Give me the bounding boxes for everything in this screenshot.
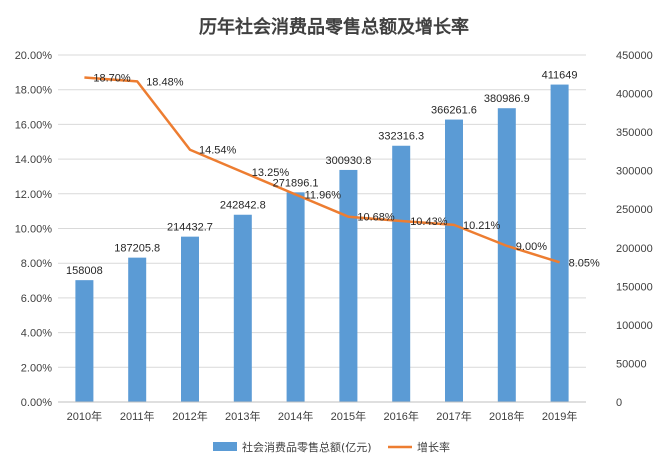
y-right-tick-label: 250000 xyxy=(616,204,653,216)
y-left-tick-label: 14.00% xyxy=(15,154,53,166)
x-tick-label: 2019年 xyxy=(542,409,577,423)
line-series xyxy=(84,76,560,264)
y-left-tick-label: 12.00% xyxy=(15,189,53,201)
y-right-tick-label: 400000 xyxy=(616,89,653,101)
chart-title: 历年社会消费品零售总额及增长率 xyxy=(199,16,469,38)
line-data-label: 18.70% xyxy=(93,73,131,85)
y-left-tick-label: 10.00% xyxy=(15,224,53,236)
y-right-tick-label: 100000 xyxy=(616,320,653,332)
bar-data-label: 187205.8 xyxy=(114,243,160,255)
y-right-tick-label: 450000 xyxy=(616,50,653,62)
bar-data-label: 214432.7 xyxy=(167,222,213,234)
y-left-tick-label: 4.00% xyxy=(21,328,52,340)
bar-data-label: 411649 xyxy=(542,70,578,82)
legend-swatch-bar xyxy=(213,442,237,451)
x-tick-label: 2013年 xyxy=(225,409,260,423)
line-data-label: 9.00% xyxy=(516,241,547,253)
bar-data-label: 300930.8 xyxy=(325,155,371,167)
y-right-tick-label: 350000 xyxy=(616,127,653,139)
y-left-tick-label: 16.00% xyxy=(15,119,53,131)
line-data-label: 10.21% xyxy=(463,220,501,232)
line-data-label: 13.25% xyxy=(252,167,290,179)
y-right-tick-label: 50000 xyxy=(616,358,647,370)
legend: 社会消费品零售总额(亿元) 增长率 xyxy=(213,440,450,454)
x-tick-label: 2010年 xyxy=(67,409,102,423)
bar xyxy=(445,119,463,403)
x-tick-label: 2011年 xyxy=(120,409,155,423)
bar-data-label: 332316.3 xyxy=(378,131,424,143)
bar xyxy=(75,280,94,402)
legend-label-bar: 社会消费品零售总额(亿元) xyxy=(242,440,372,454)
growth-rate-line xyxy=(84,76,560,264)
bar xyxy=(181,236,199,402)
y-left-tick-label: 20.00% xyxy=(15,50,53,62)
legend-label-line: 增长率 xyxy=(417,440,450,454)
y-left-tick-label: 6.00% xyxy=(21,293,52,305)
bar-data-label: 158008 xyxy=(66,265,103,277)
line-data-label: 8.05% xyxy=(569,257,600,269)
y-right-tick-label: 200000 xyxy=(616,243,653,255)
bar-data-label: 380986.9 xyxy=(484,93,530,105)
y-left-tick-label: 2.00% xyxy=(21,362,52,374)
bar xyxy=(128,257,147,402)
bar-data-label: 242842.8 xyxy=(220,200,266,212)
bar-series xyxy=(75,84,569,403)
y-left-tick-label: 0.00% xyxy=(21,397,52,409)
y-right-tick-label: 150000 xyxy=(616,281,653,293)
line-data-label: 10.68% xyxy=(357,212,395,224)
bar-data-label: 366261.6 xyxy=(431,105,477,117)
y-left-tick-label: 8.00% xyxy=(21,258,52,270)
bar xyxy=(339,169,358,402)
x-tick-label: 2012年 xyxy=(172,409,207,423)
x-tick-label: 2017年 xyxy=(436,409,471,423)
x-tick-label: 2014年 xyxy=(278,409,313,423)
bar xyxy=(286,192,305,402)
axes: 0.00% 2.00% 4.00% 6.00% 8.00% 10.00% 12.00% 14.… xyxy=(15,50,653,423)
x-tick-label: 2016年 xyxy=(383,409,418,423)
bar-data-label: 271896.1 xyxy=(273,177,319,189)
y-right-tick-label: 0 xyxy=(616,397,622,409)
line-data-label: 18.48% xyxy=(146,76,184,88)
bar xyxy=(392,145,411,403)
data-labels: 158008 187205.8 214432.7 242842.8 271896.1 30… xyxy=(66,70,600,278)
line-data-label: 14.54% xyxy=(199,145,237,157)
y-right-tick-label: 300000 xyxy=(616,166,653,178)
line-data-label: 11.96% xyxy=(305,189,342,201)
line-data-label: 10.43% xyxy=(410,216,448,228)
bar xyxy=(233,214,252,402)
bar xyxy=(550,84,569,403)
bar xyxy=(497,108,516,402)
x-tick-label: 2018年 xyxy=(489,409,524,423)
y-left-tick-label: 18.00% xyxy=(15,85,53,97)
x-tick-label: 2015年 xyxy=(331,409,366,423)
